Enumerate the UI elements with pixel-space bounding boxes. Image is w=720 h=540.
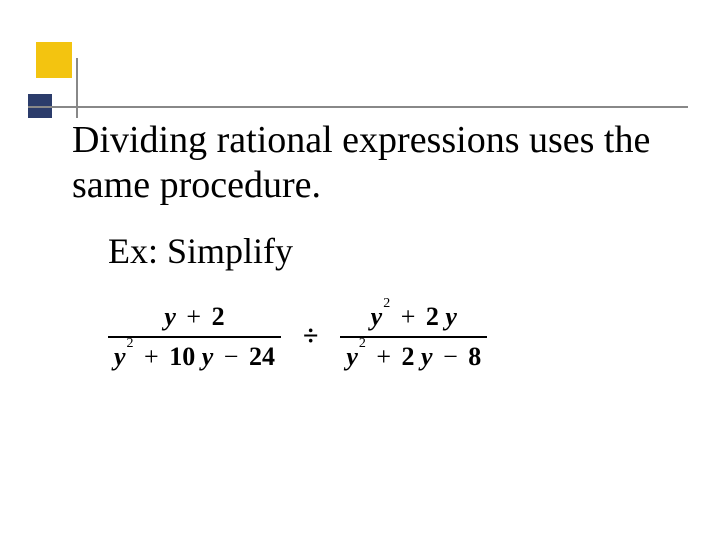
exponent: 2 xyxy=(127,336,134,351)
plus-op: + xyxy=(182,302,205,331)
left-fraction: y + 2 y2 + 10 y − 24 xyxy=(108,300,281,374)
plus-op: + xyxy=(397,302,420,331)
variable-y: y xyxy=(371,302,383,331)
right-denominator: y2 + 2 y − 8 xyxy=(340,340,487,374)
horizontal-rule xyxy=(28,106,688,108)
slide-heading: Dividing rational expressions uses the s… xyxy=(72,118,692,208)
constant: 2 xyxy=(212,302,225,331)
left-numerator: y + 2 xyxy=(158,300,230,334)
right-numerator: y2 + 2 y xyxy=(365,300,463,334)
coefficient: 2 xyxy=(402,342,415,371)
variable-y: y xyxy=(114,342,126,371)
variable-y: y xyxy=(421,342,433,371)
plus-op: + xyxy=(372,342,395,371)
constant: 24 xyxy=(249,342,275,371)
coefficient: 10 xyxy=(169,342,195,371)
variable-y: y xyxy=(202,342,214,371)
constant: 8 xyxy=(468,342,481,371)
left-denominator: y2 + 10 y − 24 xyxy=(108,340,281,374)
right-fraction: y2 + 2 y y2 + 2 y − 8 xyxy=(340,300,487,374)
plus-op: + xyxy=(140,342,163,371)
minus-op: − xyxy=(220,342,243,371)
minus-op: − xyxy=(439,342,462,371)
variable-y: y xyxy=(164,302,176,331)
yellow-square xyxy=(36,42,72,78)
exponent: 2 xyxy=(383,296,390,311)
slide-subtext: Ex: Simplify xyxy=(108,230,293,272)
variable-y: y xyxy=(445,302,457,331)
slide-decoration xyxy=(28,42,80,122)
coefficient: 2 xyxy=(426,302,439,331)
vertical-line xyxy=(76,58,78,118)
division-operator: ÷ xyxy=(299,321,322,353)
variable-y: y xyxy=(346,342,358,371)
exponent: 2 xyxy=(359,336,366,351)
equation: y + 2 y2 + 10 y − 24 ÷ y2 + 2 y xyxy=(108,300,487,374)
